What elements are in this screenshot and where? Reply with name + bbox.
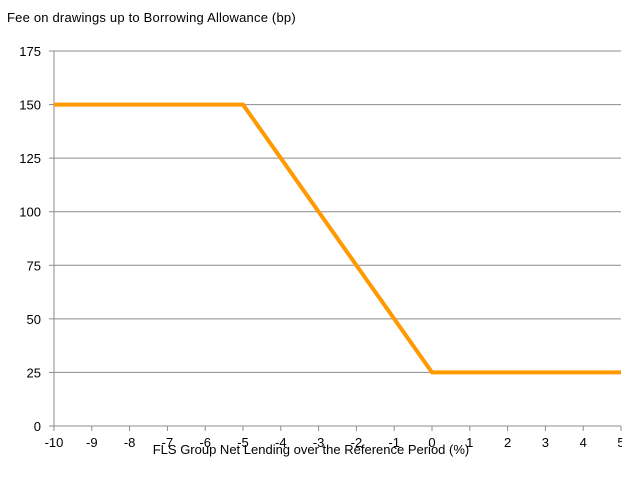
y-tick-label: 25 [27,365,41,380]
y-tick-label: 50 [27,312,41,327]
y-tick-label: 125 [19,151,41,166]
x-tick-label: -3 [313,435,325,450]
y-tick-labels: 0 25 50 75 100 125 150 175 [19,44,41,434]
x-tick-label: -5 [237,435,249,450]
y-tick-label: 0 [34,419,41,434]
x-tick-label: -8 [124,435,136,450]
axes [49,50,622,431]
y-tick-label: 175 [19,44,41,59]
chart-title: Fee on drawings up to Borrowing Allowanc… [7,10,296,25]
x-tick-label: -10 [45,435,64,450]
x-tick-label: -6 [199,435,211,450]
x-tick-label: 0 [428,435,435,450]
x-tick-label: 2 [504,435,511,450]
x-tick-label: -7 [162,435,174,450]
y-tick-label: 75 [27,258,41,273]
y-tick-label: 100 [19,205,41,220]
x-axis-label: FLS Group Net Lending over the Reference… [152,442,470,457]
x-tick-label: 4 [580,435,587,450]
y-tick-label: 150 [19,98,41,113]
x-tick-labels: -10 -9 -8 -7 -6 -5 -4 -3 -2 -1 0 1 2 3 4 5 [45,435,622,450]
series-line-0 [54,102,621,375]
x-tick-label: -4 [275,435,287,450]
x-tick-label: 5 [617,435,622,450]
x-tick-label: 1 [466,435,473,450]
gridlines [54,50,621,373]
series [54,102,621,375]
x-tick-label: -9 [86,435,98,450]
x-tick-label: -2 [351,435,363,450]
x-tick-label: -1 [388,435,400,450]
x-tick-label: 3 [542,435,549,450]
